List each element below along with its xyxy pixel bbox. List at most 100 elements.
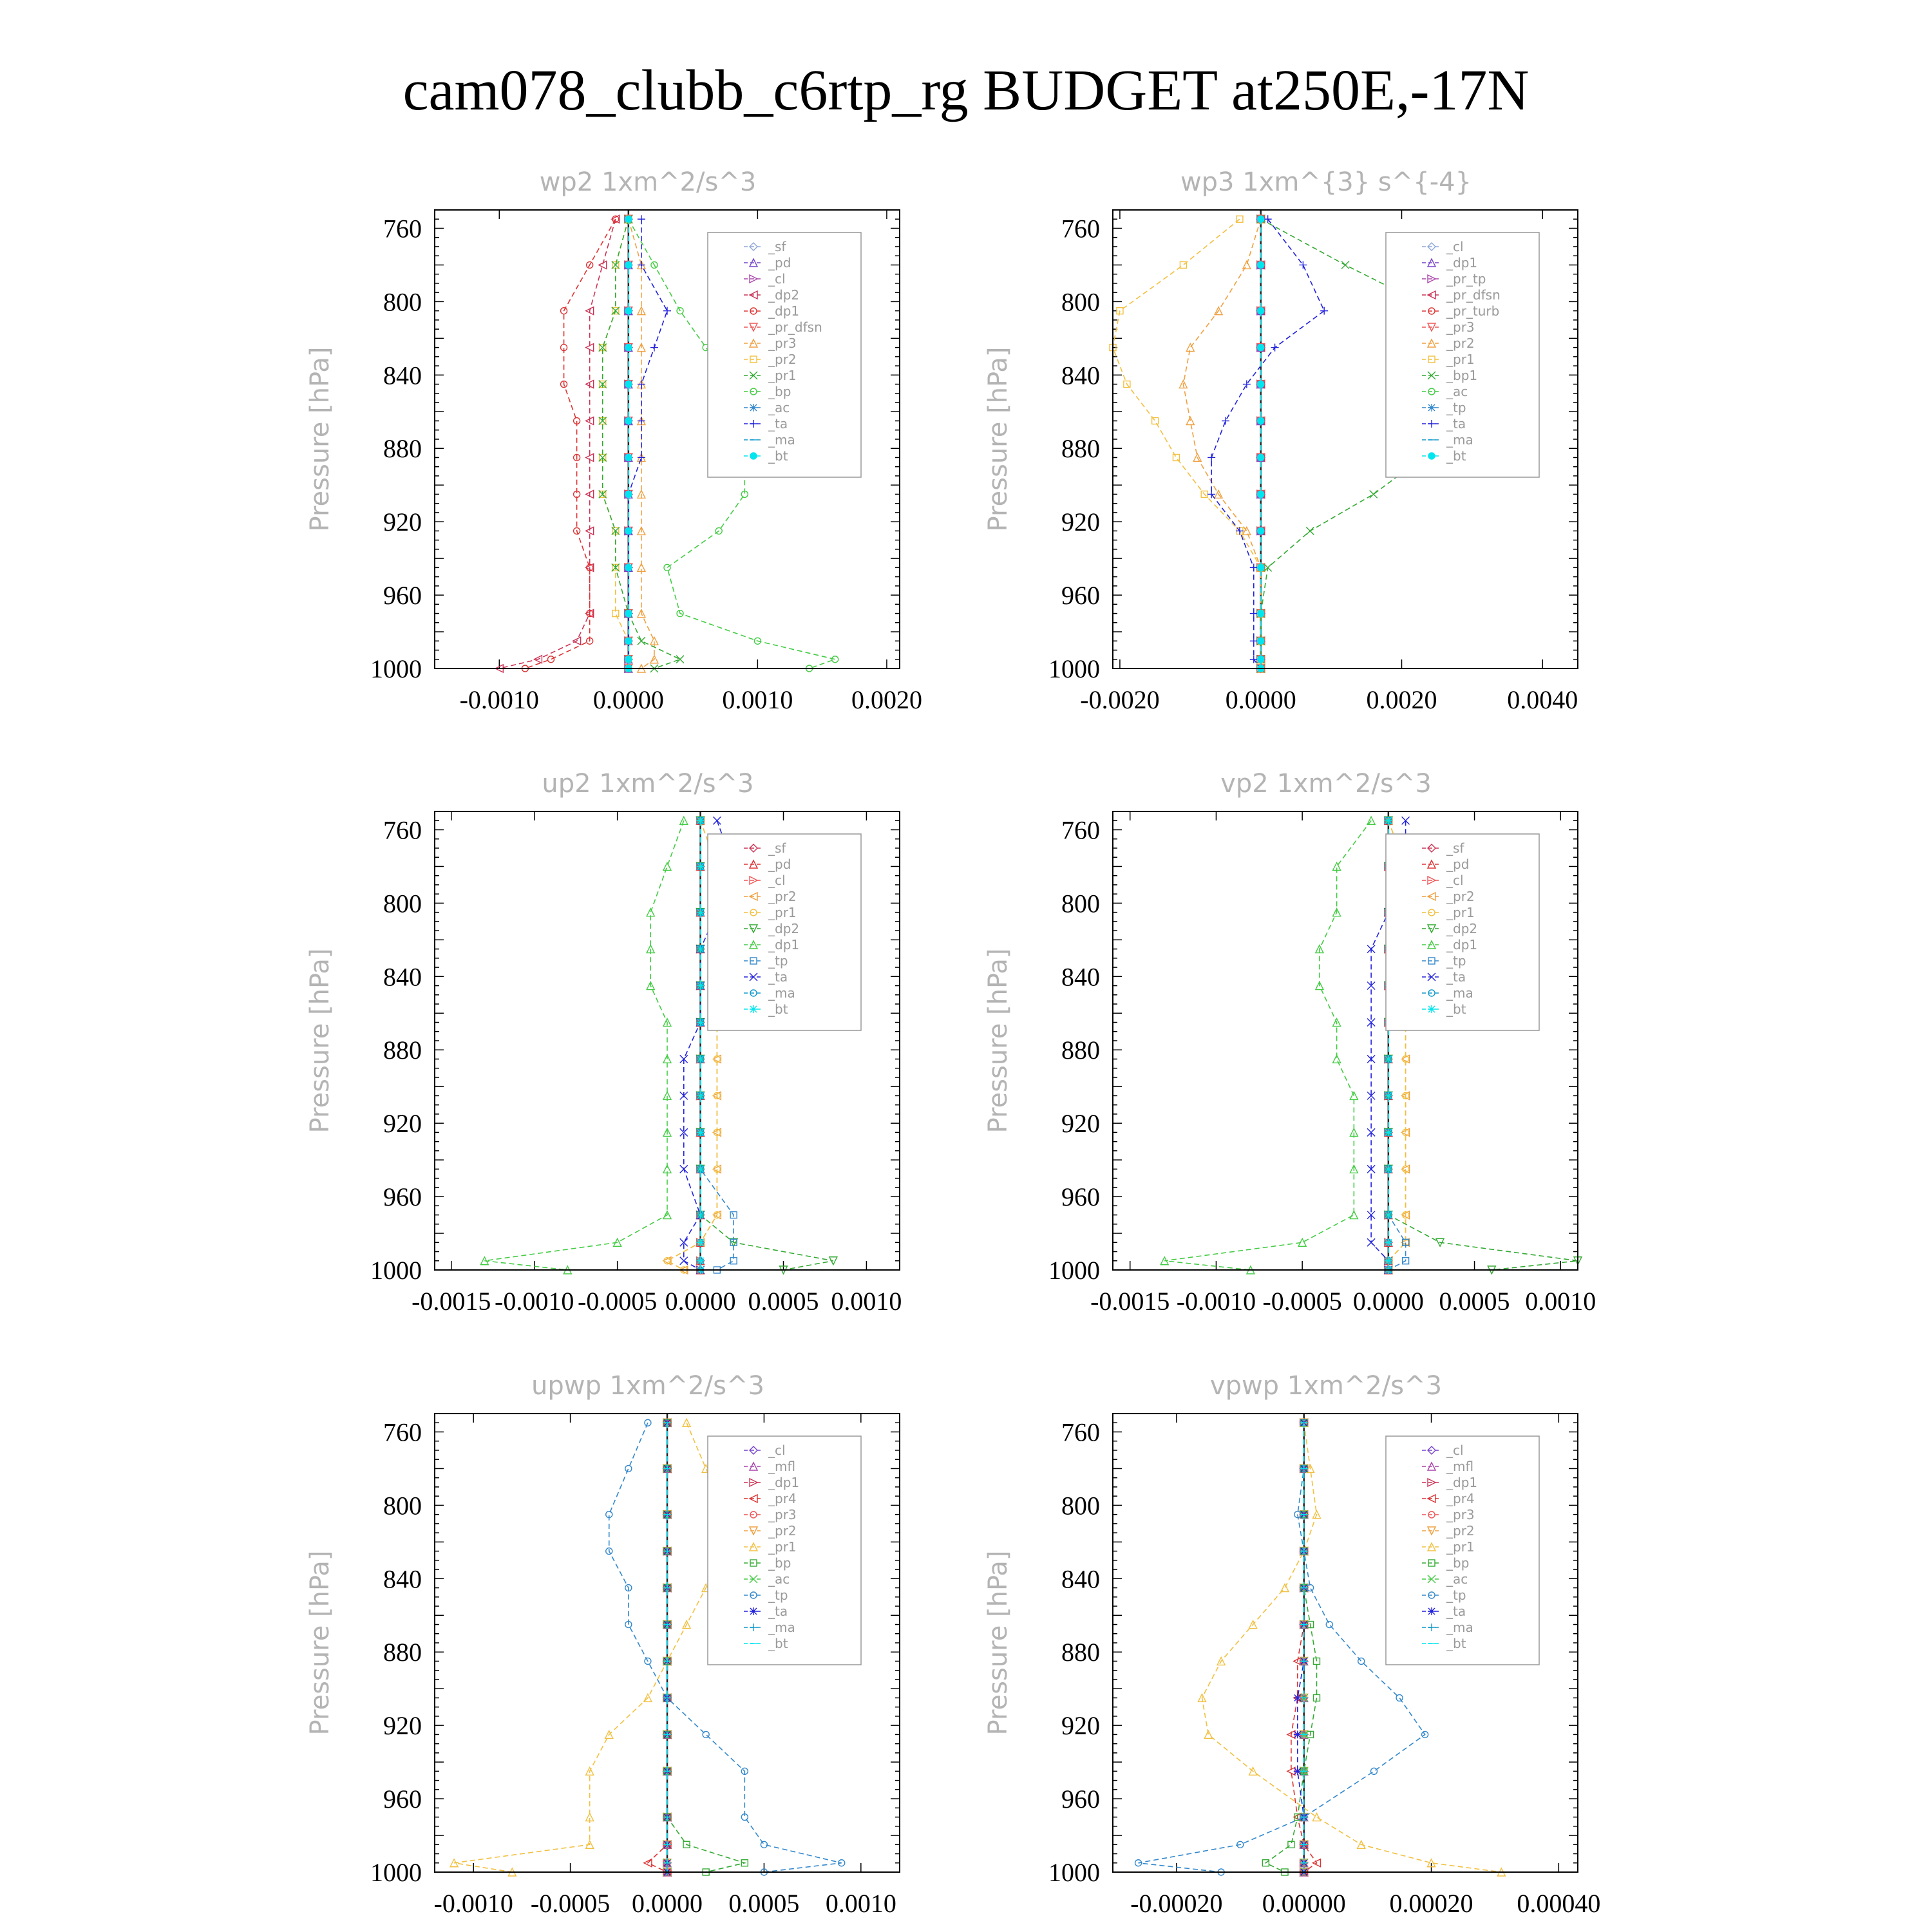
y-tick-label: 920 (383, 1711, 422, 1740)
series-line (499, 219, 616, 669)
x-tick-label: -0.0005 (578, 1287, 657, 1316)
data-point (696, 1092, 705, 1100)
data-point (676, 609, 684, 618)
data-point (1257, 417, 1265, 425)
legend: _cl_mfl_dp1_pr4_pr3_pr2_pr1_bp_ac_tp_ta_… (707, 1435, 862, 1665)
data-point (1401, 1257, 1410, 1265)
data-point (662, 1256, 672, 1265)
series-line (1211, 218, 1325, 669)
data-point (1249, 637, 1258, 645)
data-point (636, 489, 647, 499)
series-line (453, 1422, 726, 1873)
data-point (679, 1256, 688, 1265)
legend-label: _pd (768, 255, 791, 270)
data-point (1349, 1090, 1359, 1101)
legend-label: _cl (1446, 1443, 1464, 1458)
data-point (1151, 417, 1159, 425)
legend-label: _pr3 (768, 336, 797, 351)
legend-marker (750, 1624, 757, 1631)
data-point (713, 1165, 721, 1173)
legend-marker (1428, 989, 1435, 997)
data-point (612, 215, 620, 223)
data-point (1257, 490, 1265, 498)
data-point (730, 1257, 737, 1265)
data-point (1179, 379, 1188, 389)
x-tick-label: 0.0000 (632, 1889, 703, 1918)
data-point (679, 1054, 688, 1063)
data-point (663, 307, 671, 315)
x-tick-label: 0.0000 (593, 685, 664, 714)
data-point (679, 1128, 688, 1137)
data-point (611, 260, 620, 269)
data-point (643, 1858, 652, 1868)
legend-marker (749, 1477, 759, 1488)
data-point (1116, 307, 1124, 315)
data-point (650, 261, 658, 269)
data-point (679, 815, 688, 825)
legend-marker (748, 924, 759, 934)
legend-label: _pr1 (768, 368, 797, 383)
legend-marker (749, 1575, 758, 1584)
data-point (585, 453, 594, 462)
data-point (646, 944, 656, 954)
legend-marker (750, 452, 757, 460)
data-point (585, 343, 594, 352)
data-point (1332, 1054, 1341, 1064)
series-pr1 (449, 1417, 730, 1877)
x-tick-label: 0.00040 (1517, 1889, 1600, 1918)
y-tick-label: 840 (1061, 361, 1100, 390)
data-point (1123, 380, 1131, 388)
legend-label: _pr4 (768, 1491, 797, 1506)
data-point (1367, 1238, 1376, 1247)
data-point (480, 1256, 489, 1265)
x-tick-label: -0.0015 (1090, 1287, 1170, 1316)
data-point (1264, 215, 1272, 223)
data-point (612, 307, 620, 315)
data-point (636, 306, 647, 316)
data-point (1257, 215, 1265, 223)
y-tick-label: 800 (1061, 287, 1100, 316)
y-tick-label: 920 (1061, 1711, 1100, 1740)
x-tick-label: -0.0020 (1080, 685, 1159, 714)
legend-label: _pr2 (768, 352, 797, 367)
legend-marker (749, 371, 758, 380)
panel-title: wp2 1xm^2/s^3 (540, 167, 757, 197)
x-tick-label: -0.0010 (460, 685, 539, 714)
legend-label: _sf (768, 239, 786, 254)
plot-frame (1112, 811, 1578, 1271)
data-point (1257, 564, 1265, 572)
y-tick-label: 760 (1061, 815, 1100, 844)
data-point (1358, 1657, 1365, 1665)
legend-label: _ta (1446, 1604, 1466, 1619)
legend-label: _tp (1446, 953, 1466, 969)
legend-marker (1426, 1542, 1437, 1551)
data-point (713, 1211, 721, 1219)
legend-label: _ma (768, 985, 795, 1001)
data-point (730, 1211, 737, 1219)
data-point (1262, 1859, 1270, 1867)
data-point (585, 416, 594, 426)
legend-label: _pr2 (1446, 889, 1475, 904)
data-point (679, 1164, 688, 1173)
data-point (663, 1257, 671, 1265)
data-point (598, 380, 607, 389)
legend-marker (1428, 1591, 1435, 1599)
chart-panel: vp2 1xm^2/s^3 Pressure [hPa] 760 800 840 880 9… (983, 769, 1596, 1316)
panel-title: upwp 1xm^2/s^3 (531, 1371, 764, 1401)
x-tick-label: 0.0040 (1507, 685, 1578, 714)
panel-title: up2 1xm^2/s^3 (542, 769, 753, 799)
data-point (1401, 1211, 1410, 1219)
data-point (560, 307, 568, 315)
legend-marker (750, 1005, 757, 1013)
y-tick-label: 960 (1061, 1182, 1100, 1211)
data-point (449, 1858, 459, 1868)
legend-label: _pr1 (768, 1539, 797, 1555)
legend-label: _cl (768, 271, 786, 287)
legend-marker (1428, 355, 1435, 363)
legend-marker (1428, 388, 1435, 395)
legend-label: _tp (1446, 1587, 1466, 1603)
legend-marker (748, 290, 758, 300)
data-point (1257, 453, 1265, 462)
data-point (662, 1127, 672, 1137)
data-point (1366, 815, 1376, 825)
